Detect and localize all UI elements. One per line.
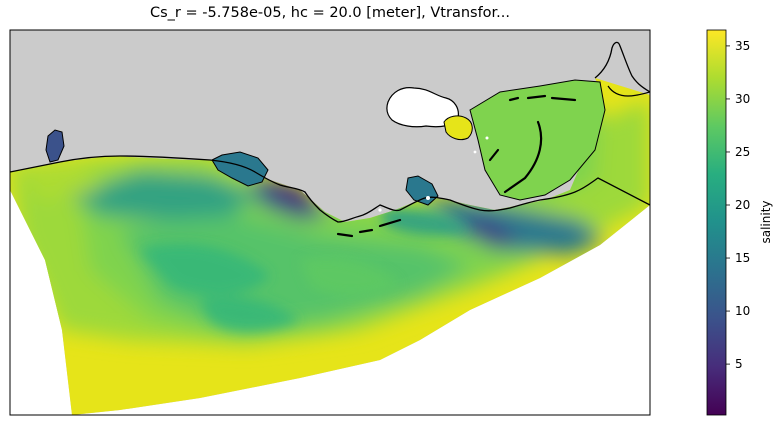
colorbar-gradient: [707, 30, 726, 415]
colorbar-ticks: 5 10 15 20 25 30 35: [726, 39, 750, 371]
barrier-islands: [336, 94, 577, 238]
coastline: [10, 155, 650, 223]
colorbar-tick-label: 30: [735, 92, 750, 106]
eastern-sound: [469, 79, 606, 201]
colorbar-tick-label: 10: [735, 304, 750, 318]
colorbar-tick-label: 25: [735, 145, 750, 159]
axes-frame: [9, 29, 651, 416]
colorbar-tick-label: 35: [735, 39, 750, 53]
west-inlet: [45, 129, 65, 163]
small-lake: [443, 115, 473, 141]
offshore-blank: [10, 190, 650, 415]
colorbar-label: salinity: [759, 200, 773, 243]
islands: [378, 136, 489, 212]
central-bay: [211, 151, 269, 187]
coastline-east: [594, 41, 650, 93]
map-axes: [10, 30, 650, 415]
colorbar-frame: [706, 29, 727, 416]
colorbar-tick-label: 20: [735, 198, 750, 212]
map-title: Cs_r = -5.758e-05, hc = 20.0 [meter], Vt…: [149, 5, 511, 21]
colorbar-tick-label: 15: [735, 251, 750, 265]
colorbar-tick-label: 5: [735, 357, 743, 371]
colorbar: 5 10 15 20 25 30 35 salinity: [706, 29, 773, 416]
coastline-east-inner: [607, 85, 650, 97]
